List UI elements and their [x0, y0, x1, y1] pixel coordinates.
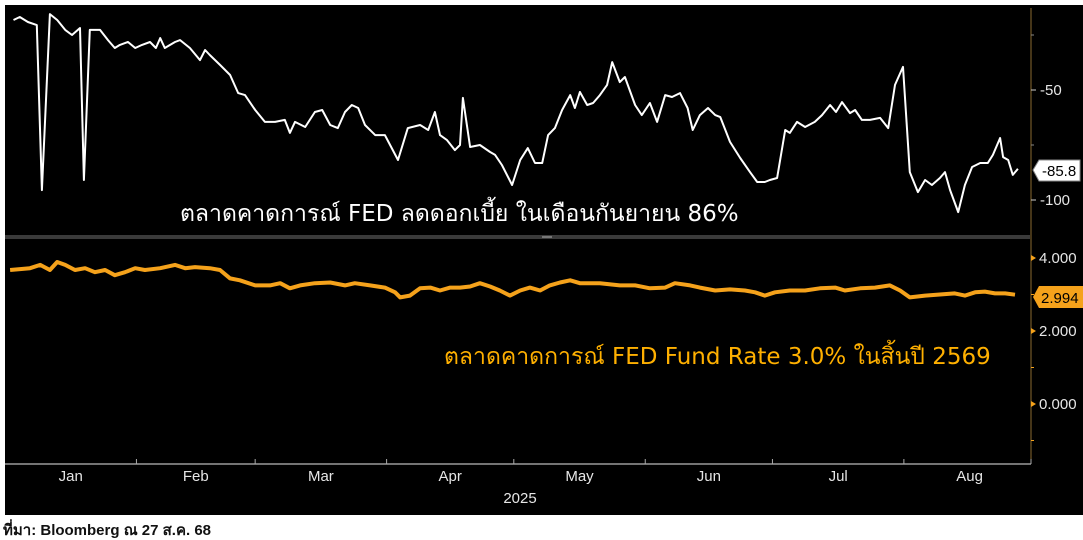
y-tick-label: 0.000: [1039, 396, 1077, 413]
chart-background: [5, 5, 1083, 515]
y-tick-label: 2.000: [1039, 323, 1077, 340]
x-tick-label: Aug: [956, 468, 983, 485]
x-tick-label: Jun: [697, 468, 721, 485]
panel-divider-handle[interactable]: [542, 236, 552, 238]
y-tick: [1031, 401, 1036, 407]
bottom-last-value-badge: 2.994: [1033, 286, 1083, 308]
x-tick-label: Apr: [439, 468, 462, 485]
top-y-axis: -50 -100: [1031, 34, 1070, 209]
bottom-annotation: ตลาดคาดการณ์ FED Fund Rate 3.0% ในสิ้นปี…: [444, 340, 991, 370]
bottom-last-value: 2.994: [1041, 290, 1079, 307]
x-tick-label: May: [565, 468, 594, 485]
y-tick: [1031, 328, 1036, 334]
source-note: ที่มา: Bloomberg ณ 27 ส.ค. 68: [3, 519, 211, 539]
x-axis-year-label: 2025: [503, 490, 536, 507]
bottom-y-axis: 4.000 2.000 0.000: [1031, 250, 1077, 441]
top-last-value-badge: -85.8: [1032, 159, 1081, 182]
x-tick-label: Mar: [308, 468, 334, 485]
y-tick-label: -50: [1040, 82, 1062, 99]
x-tick-label: Feb: [183, 468, 209, 485]
x-axis: Jan Feb Mar Apr May Jun Jul Aug: [59, 459, 1032, 485]
top-annotation: ตลาดคาดการณ์ FED ลดดอกเบี้ย ในเดือนกันยา…: [180, 197, 739, 227]
bottom-series-line: [9, 260, 1016, 300]
top-last-value: -85.8: [1042, 163, 1076, 180]
y-tick: [1031, 255, 1036, 261]
y-tick-label: -100: [1040, 192, 1070, 209]
panel-divider: [5, 235, 1030, 239]
x-tick-label: Jan: [59, 468, 83, 485]
y-tick-label: 4.000: [1039, 250, 1077, 267]
top-series-line: [13, 13, 1019, 214]
x-tick-label: Jul: [829, 468, 848, 485]
